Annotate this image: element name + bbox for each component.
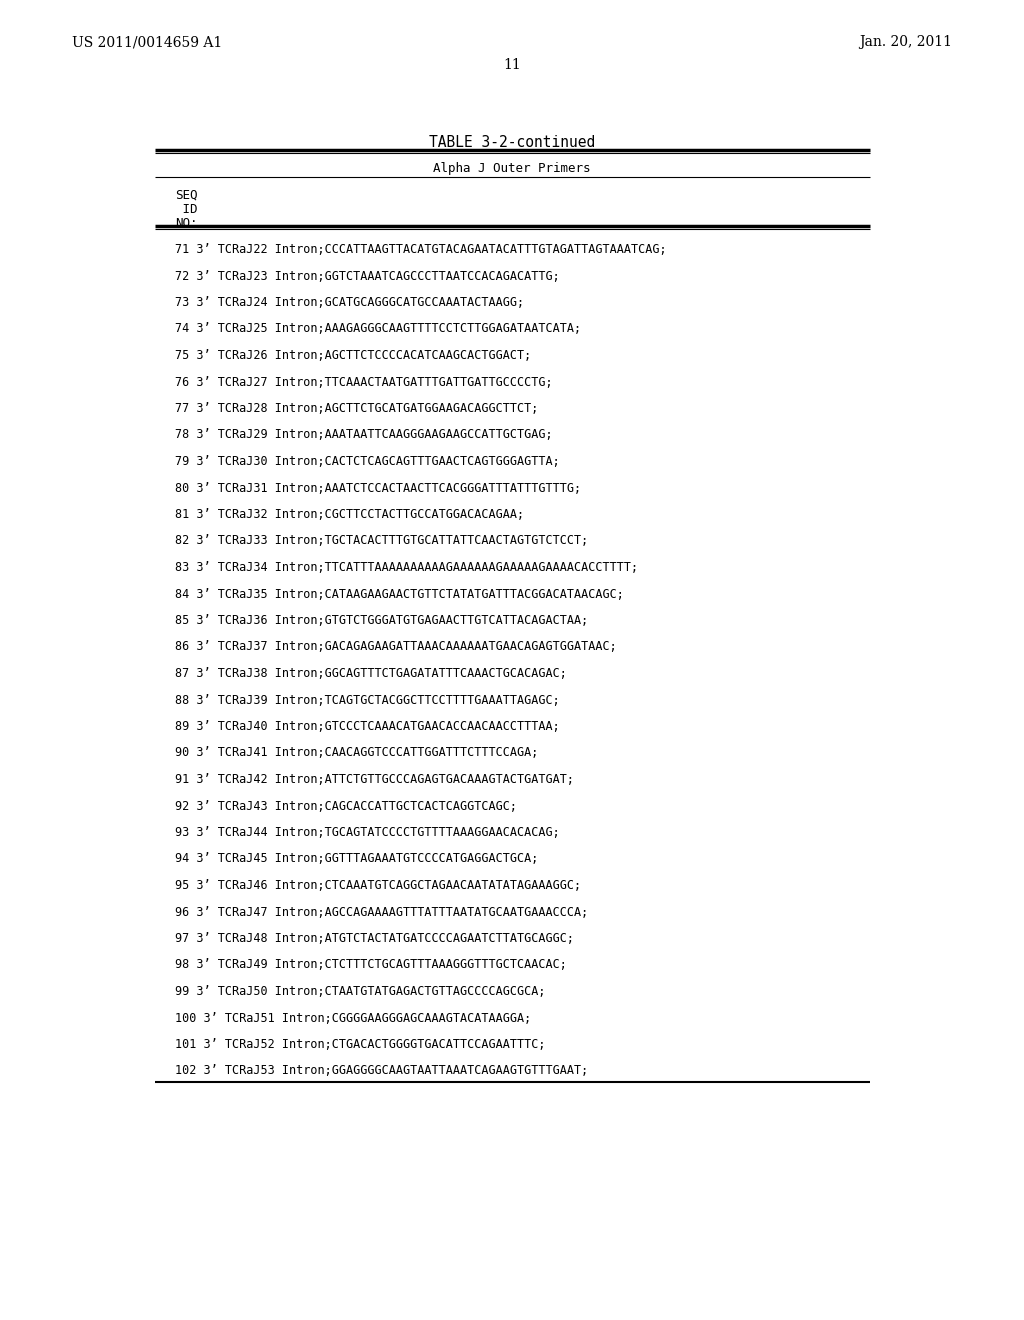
Text: 75 3’ TCRaJ26 Intron;AGCTTCTCCCCACATCAAGCACTGGACT;: 75 3’ TCRaJ26 Intron;AGCTTCTCCCCACATCAAG… <box>175 348 531 362</box>
Text: ID: ID <box>175 203 198 216</box>
Text: Jan. 20, 2011: Jan. 20, 2011 <box>859 36 952 49</box>
Text: 82 3’ TCRaJ33 Intron;TGCTACACTTTGTGCATTATTCAACTAGTGTCTCCT;: 82 3’ TCRaJ33 Intron;TGCTACACTTTGTGCATTA… <box>175 535 588 548</box>
Text: US 2011/0014659 A1: US 2011/0014659 A1 <box>72 36 222 49</box>
Text: 77 3’ TCRaJ28 Intron;AGCTTCTGCATGATGGAAGACAGGCTTCT;: 77 3’ TCRaJ28 Intron;AGCTTCTGCATGATGGAAG… <box>175 403 539 414</box>
Text: 72 3’ TCRaJ23 Intron;GGTCTAAATCAGCCCTTAATCCACAGACATTG;: 72 3’ TCRaJ23 Intron;GGTCTAAATCAGCCCTTAA… <box>175 269 560 282</box>
Text: 83 3’ TCRaJ34 Intron;TTCATTTAAAAAAAAAAGAAAAAAGAAAAAGAAAACACCTTTT;: 83 3’ TCRaJ34 Intron;TTCATTTAAAAAAAAAAGA… <box>175 561 638 574</box>
Text: 100 3’ TCRaJ51 Intron;CGGGGAAGGGAGCAAAGTACATAAGGA;: 100 3’ TCRaJ51 Intron;CGGGGAAGGGAGCAAAGT… <box>175 1011 531 1024</box>
Text: 99 3’ TCRaJ50 Intron;CTAATGTATGAGACTGTTAGCCCCAGCGCA;: 99 3’ TCRaJ50 Intron;CTAATGTATGAGACTGTTA… <box>175 985 546 998</box>
Text: 86 3’ TCRaJ37 Intron;GACAGAGAAGATTAAACAAAAAATGAACAGAGTGGATAAC;: 86 3’ TCRaJ37 Intron;GACAGAGAAGATTAAACAA… <box>175 640 616 653</box>
Text: 95 3’ TCRaJ46 Intron;CTCAAATGTCAGGCTAGAACAATATATAGAAAGGC;: 95 3’ TCRaJ46 Intron;CTCAAATGTCAGGCTAGAA… <box>175 879 582 892</box>
Text: 97 3’ TCRaJ48 Intron;ATGTCTACTATGATCCCCAGAATCTTATGCAGGC;: 97 3’ TCRaJ48 Intron;ATGTCTACTATGATCCCCA… <box>175 932 574 945</box>
Text: 84 3’ TCRaJ35 Intron;CATAAGAAGAACTGTTCTATATGATTTACGGACATAACAGC;: 84 3’ TCRaJ35 Intron;CATAAGAAGAACTGTTCTA… <box>175 587 624 601</box>
Text: SEQ: SEQ <box>175 189 198 202</box>
Text: 78 3’ TCRaJ29 Intron;AAATAATTCAAGGGAAGAAGCCATTGCTGAG;: 78 3’ TCRaJ29 Intron;AAATAATTCAAGGGAAGAA… <box>175 429 553 441</box>
Text: NO:: NO: <box>175 216 198 230</box>
Text: 89 3’ TCRaJ40 Intron;GTCCCTCAAACATGAACACCAACAACCTTTAA;: 89 3’ TCRaJ40 Intron;GTCCCTCAAACATGAACAC… <box>175 719 560 733</box>
Text: 11: 11 <box>503 58 521 73</box>
Text: 81 3’ TCRaJ32 Intron;CGCTTCCTACTTGCCATGGACACAGAA;: 81 3’ TCRaJ32 Intron;CGCTTCCTACTTGCCATGG… <box>175 508 524 521</box>
Text: 85 3’ TCRaJ36 Intron;GTGTCTGGGATGTGAGAACTTGTCATTACAGACTAA;: 85 3’ TCRaJ36 Intron;GTGTCTGGGATGTGAGAAC… <box>175 614 588 627</box>
Text: TABLE 3-2-continued: TABLE 3-2-continued <box>429 135 595 150</box>
Text: Alpha J Outer Primers: Alpha J Outer Primers <box>433 162 591 176</box>
Text: 102 3’ TCRaJ53 Intron;GGAGGGGCAAGTAATTAAATCAGAAGTGTTTGAAT;: 102 3’ TCRaJ53 Intron;GGAGGGGCAAGTAATTAA… <box>175 1064 588 1077</box>
Text: 74 3’ TCRaJ25 Intron;AAAGAGGGCAAGTTTTCCTCTTGGAGATAATCATA;: 74 3’ TCRaJ25 Intron;AAAGAGGGCAAGTTTTCCT… <box>175 322 582 335</box>
Text: 101 3’ TCRaJ52 Intron;CTGACACTGGGGTGACATTCCAGAATTTC;: 101 3’ TCRaJ52 Intron;CTGACACTGGGGTGACAT… <box>175 1038 546 1051</box>
Text: 71 3’ TCRaJ22 Intron;CCCATTAAGTTACATGTACAGAATACATTTGTAGATTAGTAAATCAG;: 71 3’ TCRaJ22 Intron;CCCATTAAGTTACATGTAC… <box>175 243 667 256</box>
Text: 94 3’ TCRaJ45 Intron;GGTTTAGAAATGTCCCCATGAGGACTGCA;: 94 3’ TCRaJ45 Intron;GGTTTAGAAATGTCCCCAT… <box>175 853 539 866</box>
Text: 98 3’ TCRaJ49 Intron;CTCTTTCTGCAGTTTAAAGGGTTTGCTCAACAC;: 98 3’ TCRaJ49 Intron;CTCTTTCTGCAGTTTAAAG… <box>175 958 567 972</box>
Text: 79 3’ TCRaJ30 Intron;CACTCTCAGCAGTTTGAACTCAGTGGGAGTTA;: 79 3’ TCRaJ30 Intron;CACTCTCAGCAGTTTGAAC… <box>175 455 560 469</box>
Text: 91 3’ TCRaJ42 Intron;ATTCTGTTGCCCAGAGTGACAAAGTACTGATGAT;: 91 3’ TCRaJ42 Intron;ATTCTGTTGCCCAGAGTGA… <box>175 774 574 785</box>
Text: 88 3’ TCRaJ39 Intron;TCAGTGCTACGGCTTCCTTTTGAAATTAGAGC;: 88 3’ TCRaJ39 Intron;TCAGTGCTACGGCTTCCTT… <box>175 693 560 706</box>
Text: 92 3’ TCRaJ43 Intron;CAGCACCATTGCTCACTCAGGTCAGC;: 92 3’ TCRaJ43 Intron;CAGCACCATTGCTCACTCA… <box>175 800 517 813</box>
Text: 80 3’ TCRaJ31 Intron;AAATCTCCACTAACTTCACGGGATTTATTTGTTTG;: 80 3’ TCRaJ31 Intron;AAATCTCCACTAACTTCAC… <box>175 482 582 495</box>
Text: 73 3’ TCRaJ24 Intron;GCATGCAGGGCATGCCAAATACTAAGG;: 73 3’ TCRaJ24 Intron;GCATGCAGGGCATGCCAAA… <box>175 296 524 309</box>
Text: 76 3’ TCRaJ27 Intron;TTCAAACTAATGATTTGATTGATTGCCCCTG;: 76 3’ TCRaJ27 Intron;TTCAAACTAATGATTTGAT… <box>175 375 553 388</box>
Text: 87 3’ TCRaJ38 Intron;GGCAGTTTCTGAGATATTTCAAACTGCACAGAC;: 87 3’ TCRaJ38 Intron;GGCAGTTTCTGAGATATTT… <box>175 667 567 680</box>
Text: 93 3’ TCRaJ44 Intron;TGCAGTATCCCCTGTTTTAAAGGAACACACAG;: 93 3’ TCRaJ44 Intron;TGCAGTATCCCCTGTTTTA… <box>175 826 560 840</box>
Text: 90 3’ TCRaJ41 Intron;CAACAGGTCCCATTGGATTTCTTTCCAGA;: 90 3’ TCRaJ41 Intron;CAACAGGTCCCATTGGATT… <box>175 747 539 759</box>
Text: 96 3’ TCRaJ47 Intron;AGCCAGAAAAGTTTATTTAATATGCAATGAAACCCA;: 96 3’ TCRaJ47 Intron;AGCCAGAAAAGTTTATTTA… <box>175 906 588 919</box>
